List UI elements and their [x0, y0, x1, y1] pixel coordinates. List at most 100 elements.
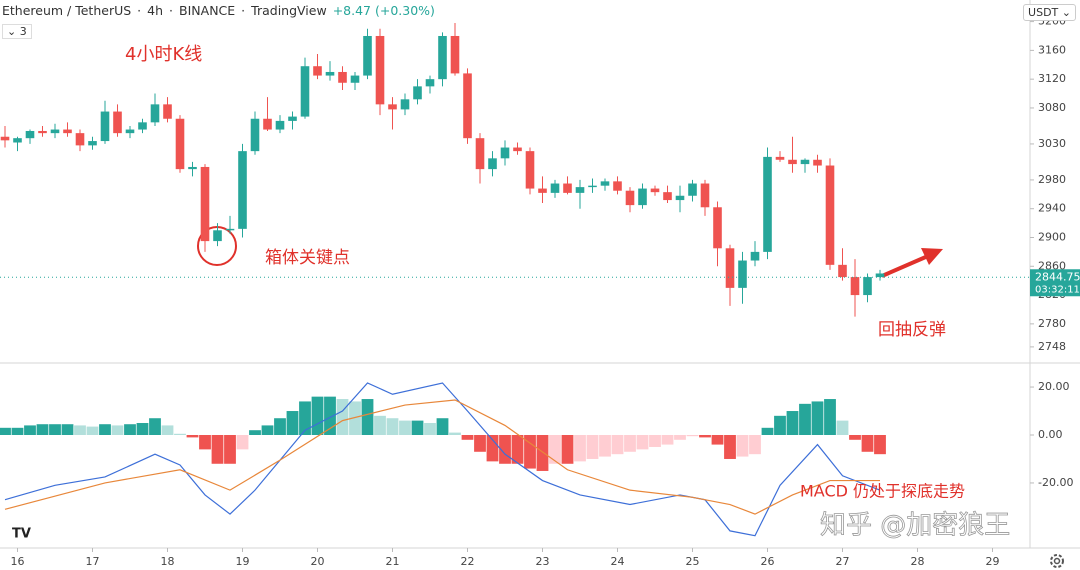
histogram-bar [849, 435, 861, 440]
symbol[interactable]: Ethereum / TetherUS [2, 3, 132, 18]
indicator-count[interactable]: 3 [19, 25, 27, 38]
histogram-bar [361, 399, 374, 435]
currency[interactable]: USDT [1028, 6, 1059, 19]
last-price-label: 2844.75 [1035, 270, 1080, 283]
histogram-bar [199, 435, 211, 450]
gear-hub[interactable] [1053, 557, 1061, 565]
histogram-bar [186, 435, 199, 438]
histogram-bar [574, 435, 586, 462]
candle-body [325, 71, 335, 76]
x-tick-label: 20 [311, 555, 325, 568]
histogram-bar [386, 418, 399, 435]
y-tick-label: 2900 [1038, 230, 1066, 243]
currency-select[interactable]: USDT ⌄ [1023, 4, 1076, 21]
candle-body [625, 190, 635, 206]
histogram-bar [836, 420, 849, 435]
histogram-bar [736, 435, 749, 457]
histogram-bar [161, 425, 174, 435]
histogram-bar [224, 435, 236, 464]
candle-body [613, 181, 622, 191]
candle-body [713, 207, 722, 249]
signal-line [4, 399, 880, 515]
histogram-bar [124, 424, 136, 435]
candle-body [838, 264, 847, 278]
candle-body [200, 166, 210, 242]
gear[interactable] [1050, 554, 1064, 568]
histogram-bar [249, 430, 261, 435]
histogram-bar [449, 432, 461, 435]
x-tick-label: 18 [161, 555, 175, 568]
annotation: MACD 仍处于探底走势 [800, 482, 965, 501]
candle-body [588, 185, 597, 188]
candle-body [225, 228, 235, 231]
source: TradingView [251, 3, 327, 18]
candle-body [400, 99, 410, 110]
histogram-bar [324, 396, 336, 435]
exchange: BINANCE [179, 3, 236, 18]
histogram-bar [861, 435, 874, 452]
x-tick-label: 29 [986, 555, 1000, 568]
candle-body [775, 156, 785, 160]
x-tick-label: 28 [911, 555, 925, 568]
annotation: 4小时K线 [125, 44, 202, 65]
histogram-bar [424, 423, 436, 435]
price-change: +8.47 (+0.30%) [332, 3, 435, 18]
histogram-bar [561, 435, 574, 464]
histogram-bar [11, 427, 24, 435]
histogram-bar [511, 435, 524, 464]
x-tick-label: 19 [236, 555, 250, 568]
candle-body [788, 159, 797, 165]
y-tick-label: 2860 [1038, 259, 1066, 272]
histogram-bar [799, 403, 811, 435]
candles [0, 23, 885, 317]
histogram-bar [611, 435, 624, 455]
histogram-bar [874, 435, 886, 455]
histogram-bar [111, 425, 124, 435]
histogram-bar [299, 401, 311, 435]
histogram-bar [536, 435, 549, 471]
dot: · [169, 3, 174, 18]
candle-body [250, 118, 260, 152]
candle-body [38, 130, 47, 134]
candle-body [500, 147, 510, 159]
candle-body [575, 187, 585, 193]
settings-icon[interactable] [1050, 554, 1064, 568]
countdown-label: 03:32:11 [1035, 284, 1080, 295]
histogram-bar [549, 435, 561, 464]
candle-body [25, 130, 35, 139]
annotation: 回抽反弹 [878, 320, 946, 340]
candle-body [450, 35, 460, 74]
candle-body [638, 188, 647, 206]
candle-body [50, 129, 60, 134]
candle-body [813, 159, 822, 166]
histogram-bar [86, 426, 99, 435]
annotation: 箱体关键点 [265, 248, 350, 268]
candle-body [663, 192, 672, 201]
candle-body [738, 260, 747, 288]
candle-body [88, 141, 97, 146]
dot: · [241, 3, 246, 18]
histogram-bar [74, 425, 86, 435]
indicator-toggle[interactable]: ⌄ 3 [2, 24, 32, 39]
histogram-bar [286, 411, 299, 435]
x-tick-label: 24 [611, 555, 625, 568]
histogram-bar [399, 420, 411, 435]
y-tick-label: 0.00 [1038, 428, 1063, 441]
y-tick-label: 2748 [1038, 340, 1066, 353]
candle-body [525, 151, 535, 189]
interval[interactable]: 4h [147, 3, 164, 18]
candle-body [725, 248, 735, 288]
candle-body [0, 136, 10, 141]
candle-body [863, 277, 872, 296]
last-price-box [1030, 269, 1080, 297]
histogram-bar [761, 427, 774, 435]
histogram-bar [624, 435, 636, 452]
x-tick-label: 22 [461, 555, 475, 568]
histogram-bar [411, 420, 424, 435]
histogram-bar [461, 435, 474, 440]
candle-body [763, 156, 772, 252]
tv-logo: TV [12, 527, 31, 542]
histogram-bar [174, 433, 186, 435]
histogram-bar [136, 423, 149, 435]
